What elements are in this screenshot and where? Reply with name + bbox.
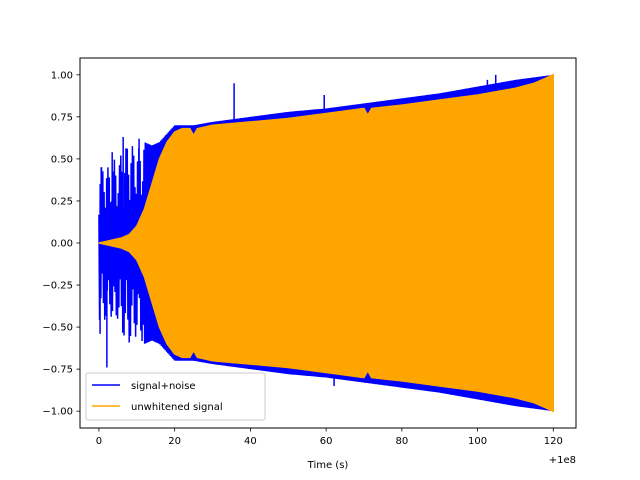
y-tick-label: 1.00 (51, 70, 73, 81)
x-tick-label: 100 (468, 436, 487, 447)
y-axis: −1.00 −0.75 −0.50 −0.25 0.00 0.25 0.50 0.75 1.00 (42, 70, 80, 418)
x-tick-label: 0 (96, 436, 102, 447)
y-tick-label: −1.00 (42, 407, 73, 418)
x-tick-label: 120 (544, 436, 563, 447)
y-tick-label: −0.25 (42, 281, 73, 292)
x-tick-label: 40 (244, 436, 257, 447)
legend-box (85, 372, 266, 421)
series-unwhitened-signal (98, 73, 555, 413)
y-tick-label: 0.25 (51, 196, 73, 207)
y-tick-label: −0.75 (42, 365, 73, 376)
y-tick-label: 0.75 (51, 112, 73, 123)
y-tick-label: 0.50 (51, 154, 73, 165)
plot-area (98, 73, 555, 413)
legend-label-signal-noise: signal+noise (131, 381, 196, 392)
x-axis-offset: +1e8 (549, 455, 576, 466)
legend: signal+noise unwhitened signal (85, 372, 266, 421)
x-tick-label: 80 (395, 436, 408, 447)
legend-label-unwhitened-signal: unwhitened signal (131, 402, 223, 413)
unwhitened-signal-line (98, 73, 555, 413)
x-axis-label: Time (s) (307, 460, 349, 471)
x-tick-label: 20 (168, 436, 181, 447)
x-tick-label: 60 (320, 436, 333, 447)
y-tick-label: 0.00 (51, 239, 73, 250)
x-axis: 0 20 40 60 80 100 120 (96, 428, 563, 447)
y-tick-label: −0.50 (42, 323, 73, 334)
